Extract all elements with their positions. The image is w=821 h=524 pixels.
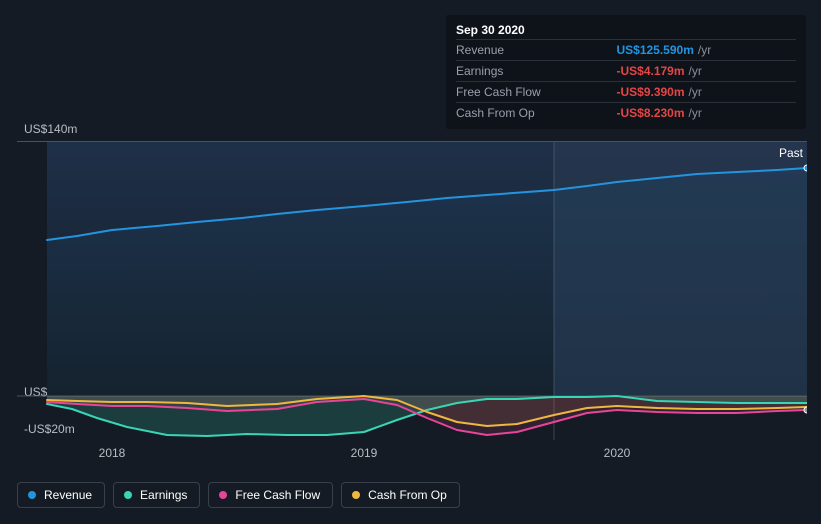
legend-item-cash-from-op[interactable]: Cash From Op	[341, 482, 460, 508]
x-axis: 2018 2019 2020	[47, 446, 807, 460]
chart-container: Sep 30 2020 RevenueUS$125.590m/yrEarning…	[0, 0, 821, 524]
chart-plot-area[interactable]	[17, 140, 807, 440]
tooltip-row-value-cell: -US$9.390m/yr	[616, 82, 796, 103]
chart-tooltip: Sep 30 2020 RevenueUS$125.590m/yrEarning…	[446, 15, 806, 129]
past-label: Past	[779, 146, 803, 160]
tooltip-row: Earnings-US$4.179m/yr	[456, 61, 796, 82]
legend-item-label: Free Cash Flow	[235, 488, 320, 502]
tooltip-row-unit: /yr	[685, 106, 702, 120]
x-axis-tick: 2018	[99, 446, 126, 460]
tooltip-row-value-cell: US$125.590m/yr	[616, 40, 796, 61]
tooltip-row-value: -US$4.179m	[616, 64, 684, 78]
tooltip-row: RevenueUS$125.590m/yr	[456, 40, 796, 61]
legend-item-earnings[interactable]: Earnings	[113, 482, 200, 508]
tooltip-row-unit: /yr	[685, 85, 702, 99]
tooltip-row-label: Cash From Op	[456, 103, 616, 124]
tooltip-row-value-cell: -US$4.179m/yr	[616, 61, 796, 82]
chart-svg	[17, 140, 807, 440]
legend-dot-icon	[352, 491, 360, 499]
tooltip-date: Sep 30 2020	[456, 21, 796, 39]
legend-item-free-cash-flow[interactable]: Free Cash Flow	[208, 482, 333, 508]
tooltip-row-label: Revenue	[456, 40, 616, 61]
tooltip-row-label: Free Cash Flow	[456, 82, 616, 103]
tooltip-row-value: -US$9.390m	[616, 85, 684, 99]
legend-item-label: Earnings	[140, 488, 187, 502]
x-axis-tick: 2019	[351, 446, 378, 460]
tooltip-row-value: -US$8.230m	[616, 106, 684, 120]
x-axis-tick: 2020	[604, 446, 631, 460]
legend-item-label: Revenue	[44, 488, 92, 502]
tooltip-row-value-cell: -US$8.230m/yr	[616, 103, 796, 124]
tooltip-table: RevenueUS$125.590m/yrEarnings-US$4.179m/…	[456, 39, 796, 123]
legend-item-label: Cash From Op	[368, 488, 447, 502]
legend-dot-icon	[219, 491, 227, 499]
tooltip-row-value: US$125.590m	[616, 43, 693, 57]
tooltip-row: Cash From Op-US$8.230m/yr	[456, 103, 796, 124]
tooltip-row-label: Earnings	[456, 61, 616, 82]
y-axis-label-top: US$140m	[24, 122, 77, 136]
tooltip-row: Free Cash Flow-US$9.390m/yr	[456, 82, 796, 103]
legend-dot-icon	[28, 491, 36, 499]
legend: Revenue Earnings Free Cash Flow Cash From O…	[17, 482, 460, 508]
legend-dot-icon	[124, 491, 132, 499]
tooltip-row-unit: /yr	[685, 64, 702, 78]
tooltip-row-unit: /yr	[694, 43, 711, 57]
legend-item-revenue[interactable]: Revenue	[17, 482, 105, 508]
